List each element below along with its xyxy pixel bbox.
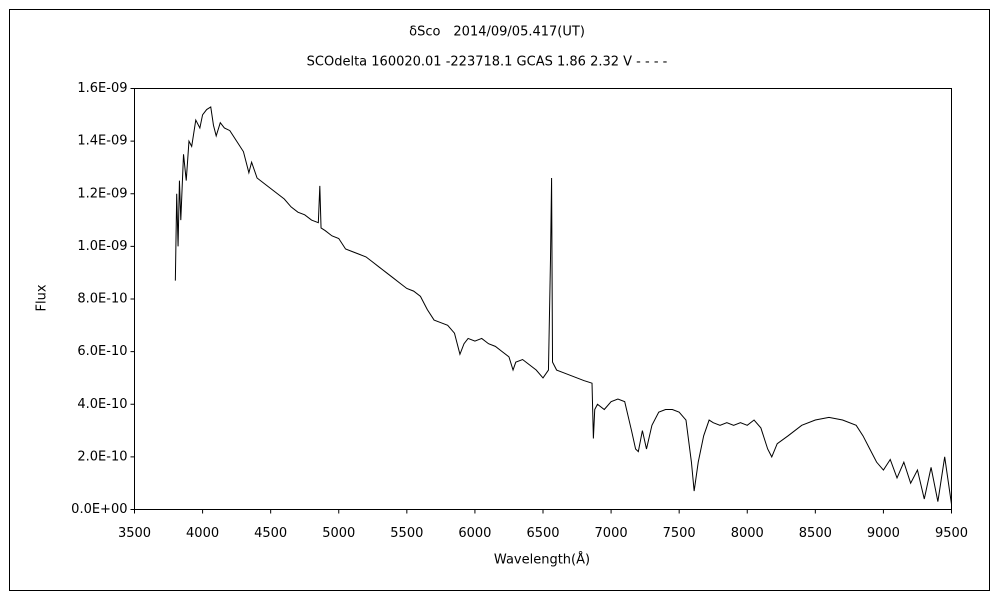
x-tick-label: 7000	[595, 526, 628, 541]
x-tick-label: 4500	[254, 526, 287, 541]
y-tick-label: 8.0E-10	[77, 292, 127, 307]
x-tick-label: 3500	[118, 526, 151, 541]
x-tick-label: 7500	[663, 526, 696, 541]
x-tick-label: 5000	[322, 526, 355, 541]
y-tick-label: 4.0E-10	[77, 397, 127, 412]
chart-subtitle: SCOdelta 160020.01 -223718.1 GCAS 1.86 2…	[307, 55, 668, 70]
x-tick-label: 6500	[526, 526, 559, 541]
spectrum-line	[174, 106, 952, 505]
y-tick-label: 1.4E-09	[77, 134, 127, 149]
x-tick-label: 9500	[935, 526, 968, 541]
y-tick-label: 1.2E-09	[77, 186, 127, 201]
y-tick-label: 1.0E-09	[77, 239, 127, 254]
x-tick-label: 9000	[867, 526, 900, 541]
chart-frame	[9, 9, 990, 591]
y-tick-label: 6.0E-10	[77, 344, 127, 359]
x-tick-label: 8000	[731, 526, 764, 541]
x-tick-label: 4000	[186, 526, 219, 541]
y-tick-label: 0.0E+00	[71, 502, 127, 517]
x-axis-label: Wavelength(Å)	[494, 552, 590, 568]
y-tick-label: 2.0E-10	[77, 449, 127, 464]
y-axis-label: Flux	[35, 284, 50, 311]
x-tick-label: 5500	[390, 526, 423, 541]
chart-title: δSco 2014/09/05.417(UT)	[409, 25, 585, 40]
y-tick-label: 1.6E-09	[77, 81, 127, 96]
x-tick-label: 8500	[799, 526, 832, 541]
x-tick-label: 6000	[458, 526, 491, 541]
